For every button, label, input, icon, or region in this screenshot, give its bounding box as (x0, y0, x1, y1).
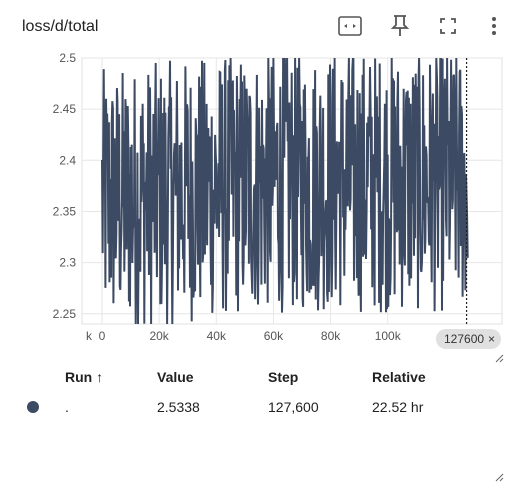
y-axis-ticks: 2.25 2.3 2.35 2.4 2.45 2.5 (53, 51, 77, 321)
x-tick-label: 20k (149, 329, 169, 343)
column-header-value[interactable]: Value (157, 369, 194, 385)
y-tick-label: 2.35 (53, 204, 77, 218)
cell-value: 2.5338 (157, 399, 200, 415)
x-axis-ticks: k 0 20k 40k 60k 80k 100k (86, 329, 402, 343)
y-tick-label: 2.5 (59, 51, 76, 65)
more-vert-icon (492, 17, 496, 35)
y-tick-label: 2.25 (53, 307, 77, 321)
close-icon[interactable]: × (488, 332, 496, 346)
y-tick-label: 2.3 (59, 256, 76, 270)
x-tick-label: 100k (375, 329, 402, 343)
step-chip-label: 127600 (444, 332, 485, 346)
cell-relative: 22.52 hr (372, 399, 424, 415)
x-tick-label: 60k (264, 329, 284, 343)
chart-series (101, 58, 469, 324)
loss-series-line (101, 58, 469, 324)
resize-handle-icon[interactable] (494, 353, 504, 363)
y-tick-label: 2.45 (53, 102, 77, 116)
x-tick-label: k (86, 329, 93, 343)
step-chip[interactable]: 127600 × (436, 329, 502, 349)
fit-domain-button[interactable] (336, 12, 364, 40)
cell-step: 127,600 (268, 399, 319, 415)
fullscreen-button[interactable] (434, 12, 462, 40)
column-header-run[interactable]: Run ↑ (65, 369, 104, 385)
x-tick-label: 0 (99, 329, 106, 343)
column-header-step[interactable]: Step (268, 369, 299, 385)
column-header-relative[interactable]: Relative (372, 369, 426, 385)
y-tick-label: 2.4 (59, 153, 76, 167)
x-tick-label: 40k (207, 329, 227, 343)
line-chart[interactable]: 2.25 2.3 2.35 2.4 2.45 2.5 k 0 20k 40k 60k 80k 100k (0, 48, 516, 348)
more-options-button[interactable] (480, 12, 508, 40)
pin-button[interactable] (386, 12, 414, 40)
resize-handle-icon[interactable] (494, 472, 504, 482)
card-title: loss/d/total (22, 18, 99, 35)
x-tick-label: 80k (321, 329, 341, 343)
pin-icon (390, 15, 410, 36)
fit-domain-icon (338, 16, 362, 36)
run-color-dot (27, 401, 39, 413)
cell-run: . (65, 399, 69, 415)
fullscreen-icon (440, 18, 456, 34)
